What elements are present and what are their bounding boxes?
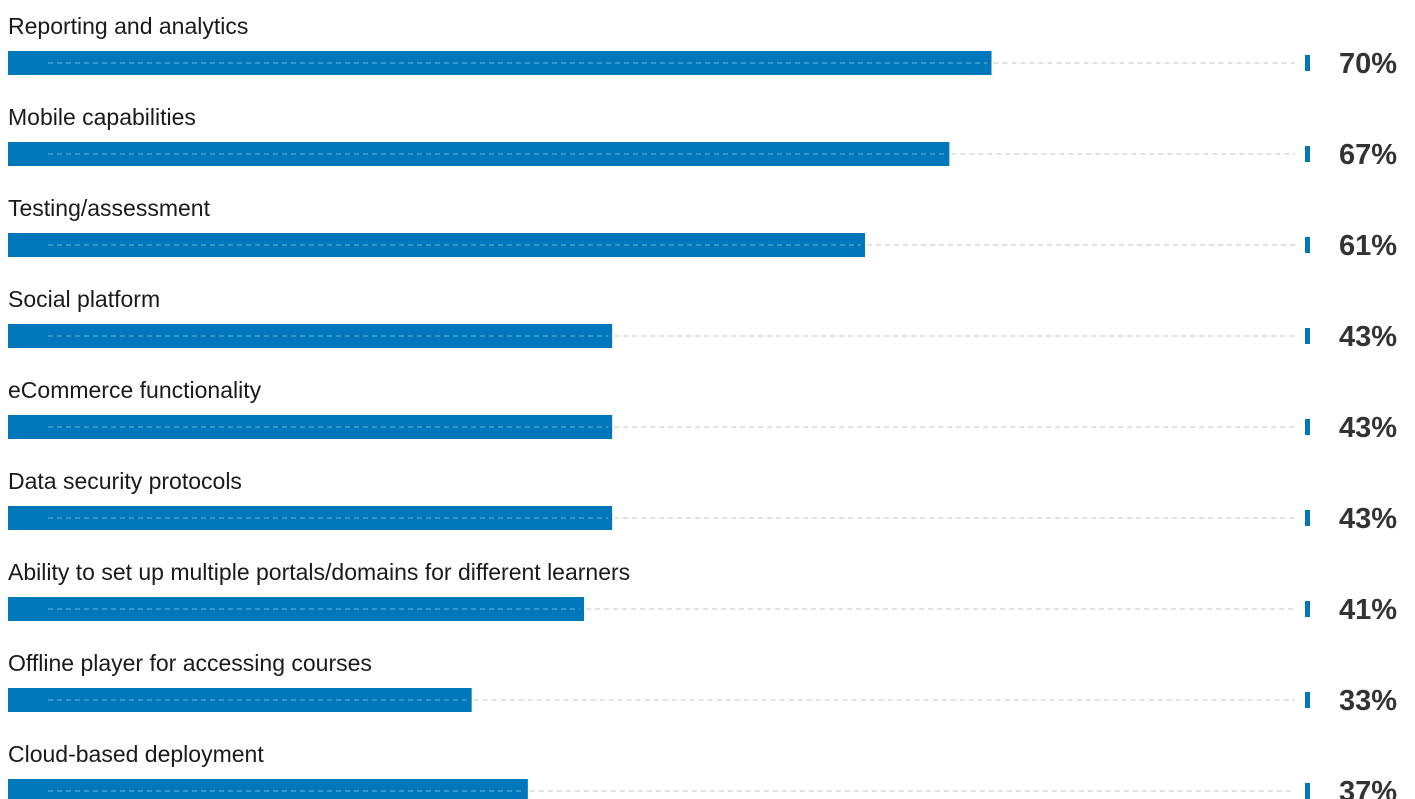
value-marker	[1305, 601, 1310, 617]
value-marker	[1305, 55, 1310, 71]
category-label: Mobile capabilities	[8, 104, 196, 130]
value-marker	[1305, 783, 1310, 799]
value-label: 67%	[1339, 139, 1397, 171]
bar-row: Ability to set up multiple portals/domai…	[8, 559, 1397, 626]
value-label: 43%	[1339, 503, 1397, 535]
value-label: 70%	[1339, 48, 1397, 80]
category-label: Reporting and analytics	[8, 13, 248, 39]
bar-row: Offline player for accessing courses 33%	[8, 650, 1397, 717]
value-label: 33%	[1339, 685, 1397, 717]
category-label: Ability to set up multiple portals/domai…	[8, 559, 630, 585]
bar	[8, 779, 528, 799]
category-label: Offline player for accessing courses	[8, 650, 372, 676]
category-label: Social platform	[8, 286, 160, 312]
value-label: 61%	[1339, 230, 1397, 262]
value-label: 41%	[1339, 594, 1397, 626]
bar-row: Mobile capabilities 67%	[8, 104, 1397, 171]
bar-row: Data security protocols 43%	[8, 468, 1397, 535]
value-label: 43%	[1339, 321, 1397, 353]
value-marker	[1305, 419, 1310, 435]
category-label: eCommerce functionality	[8, 377, 262, 403]
category-label: Testing/assessment	[8, 195, 211, 221]
value-label: 37%	[1339, 776, 1397, 799]
value-marker	[1305, 237, 1310, 253]
value-marker	[1305, 328, 1310, 344]
value-label: 43%	[1339, 412, 1397, 444]
bar-row: eCommerce functionality 43%	[8, 377, 1397, 444]
value-marker	[1305, 692, 1310, 708]
bar-row: Reporting and analytics 70%	[8, 13, 1397, 80]
category-label: Cloud-based deployment	[8, 741, 264, 767]
bar-row: Social platform 43%	[8, 286, 1397, 353]
category-label: Data security protocols	[8, 468, 242, 494]
value-marker	[1305, 146, 1310, 162]
bar-row: Testing/assessment 61%	[8, 195, 1397, 262]
bar-row: Cloud-based deployment 37%	[8, 741, 1397, 799]
value-marker	[1305, 510, 1310, 526]
chart-rows: Reporting and analytics 70% Mobile capabil…	[8, 13, 1397, 799]
